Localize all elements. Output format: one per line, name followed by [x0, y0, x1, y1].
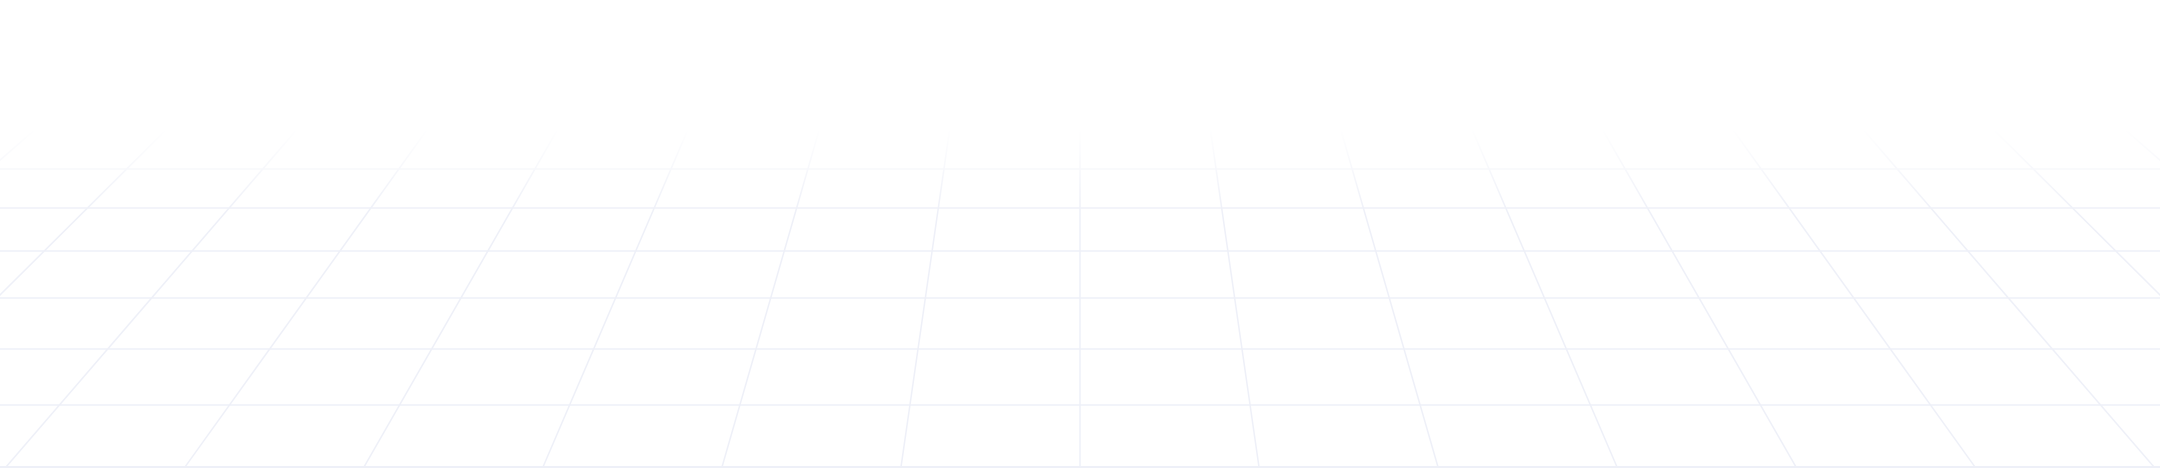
grid-top-fade: [0, 0, 2160, 215]
